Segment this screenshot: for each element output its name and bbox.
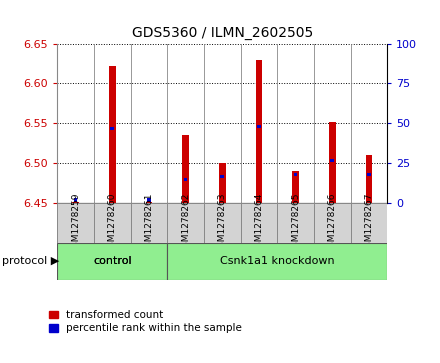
FancyBboxPatch shape xyxy=(167,203,204,243)
Bar xyxy=(366,155,372,203)
Bar xyxy=(257,125,260,128)
Text: GSM1278264: GSM1278264 xyxy=(254,193,264,253)
Bar xyxy=(72,202,79,203)
Legend: transformed count, percentile rank within the sample: transformed count, percentile rank withi… xyxy=(49,310,242,333)
Bar xyxy=(329,122,336,203)
FancyBboxPatch shape xyxy=(57,243,167,280)
FancyBboxPatch shape xyxy=(167,243,387,280)
Bar xyxy=(330,159,334,162)
FancyBboxPatch shape xyxy=(351,203,387,243)
FancyBboxPatch shape xyxy=(57,203,94,243)
Text: GSM1278260: GSM1278260 xyxy=(108,193,117,253)
Text: Csnk1a1 knockdown: Csnk1a1 knockdown xyxy=(220,256,334,266)
FancyBboxPatch shape xyxy=(204,203,241,243)
FancyBboxPatch shape xyxy=(277,203,314,243)
Bar xyxy=(109,66,116,203)
Bar xyxy=(367,173,370,176)
Bar xyxy=(219,163,226,203)
Text: GSM1278262: GSM1278262 xyxy=(181,193,190,253)
FancyBboxPatch shape xyxy=(131,203,167,243)
Bar xyxy=(292,171,299,203)
Text: GSM1278259: GSM1278259 xyxy=(71,193,80,253)
Bar xyxy=(256,60,262,203)
Bar xyxy=(294,173,297,176)
Text: GSM1278261: GSM1278261 xyxy=(144,193,154,253)
Bar xyxy=(74,199,77,202)
Text: GSM1278266: GSM1278266 xyxy=(328,193,337,253)
FancyBboxPatch shape xyxy=(314,203,351,243)
Text: GSM1278265: GSM1278265 xyxy=(291,193,300,253)
Text: GSM1278267: GSM1278267 xyxy=(364,193,374,253)
Bar xyxy=(184,178,187,181)
Bar xyxy=(220,175,224,178)
Bar xyxy=(182,135,189,203)
Title: GDS5360 / ILMN_2602505: GDS5360 / ILMN_2602505 xyxy=(132,26,313,40)
Bar xyxy=(146,202,152,203)
FancyBboxPatch shape xyxy=(94,203,131,243)
Text: GSM1278263: GSM1278263 xyxy=(218,193,227,253)
FancyBboxPatch shape xyxy=(241,203,277,243)
Bar xyxy=(147,199,150,202)
Text: control: control xyxy=(93,256,132,266)
Text: control: control xyxy=(93,256,132,266)
Text: protocol ▶: protocol ▶ xyxy=(2,256,59,266)
Bar xyxy=(110,127,114,130)
